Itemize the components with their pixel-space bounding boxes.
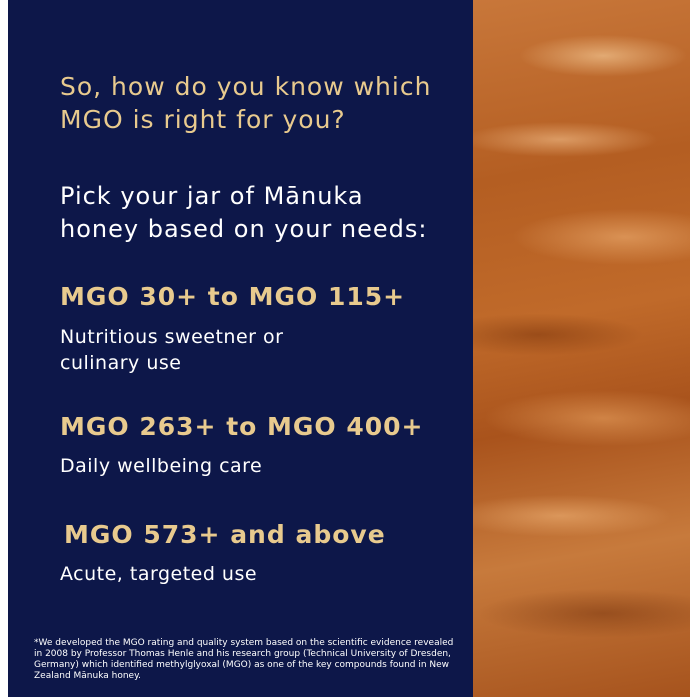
- tier-1-desc-line-2: culinary use: [60, 352, 182, 374]
- honey-image: [473, 0, 690, 697]
- info-panel: [8, 0, 473, 697]
- tier-1-title: MGO 30+ to MGO 115+: [60, 282, 406, 311]
- heading-line-2: MGO is right for you?: [60, 105, 346, 134]
- heading-line-1: So, how do you know which: [60, 72, 432, 101]
- intro-line-1: Pick your jar of Mānuka: [60, 182, 364, 210]
- heading: So, how do you know which MGO is right f…: [60, 70, 431, 136]
- tier-3-desc: Acute, targeted use: [60, 563, 258, 585]
- tier-1-desc-line-1: Nutritious sweetner or: [60, 326, 284, 348]
- intro-line-2: honey based on your needs:: [60, 215, 428, 243]
- tier-3-title: MGO 573+ and above: [64, 520, 386, 549]
- intro-text: Pick your jar of Mānuka honey based on y…: [60, 180, 427, 246]
- tier-2-title: MGO 263+ to MGO 400+: [60, 412, 424, 441]
- tier-1-desc: Nutritious sweetner or culinary use: [60, 324, 283, 376]
- tier-2-desc: Daily wellbeing care: [60, 455, 263, 477]
- footnote: *We developed the MGO rating and quality…: [34, 638, 454, 681]
